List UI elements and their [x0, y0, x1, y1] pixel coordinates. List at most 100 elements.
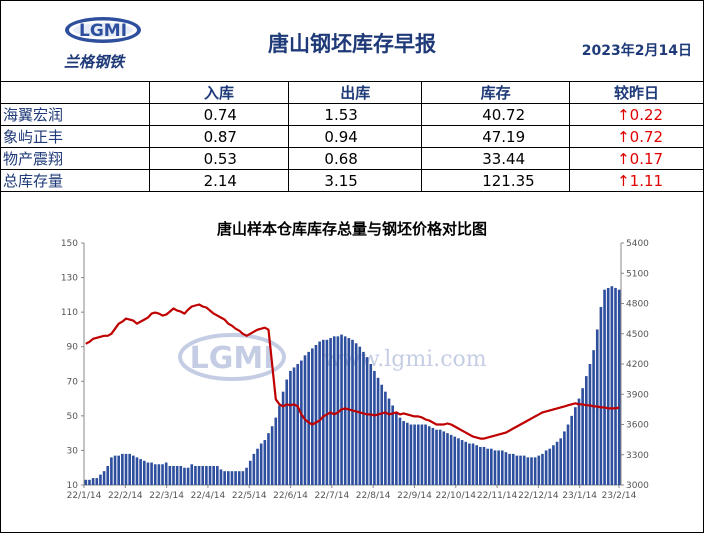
inventory-bar	[289, 370, 292, 485]
inventory-bar	[267, 433, 270, 485]
inventory-bar	[175, 465, 179, 485]
inventory-bar	[614, 287, 617, 485]
inventory-bar	[409, 424, 413, 485]
inventory-bar	[274, 417, 278, 485]
inventory-bar	[457, 438, 460, 485]
inventory-bar	[577, 398, 581, 485]
inventory-bar	[150, 462, 153, 485]
inventory-bar	[256, 448, 259, 485]
inventory-bar	[88, 479, 91, 485]
row-in: 0.74	[148, 103, 290, 126]
inventory-bar	[479, 446, 482, 485]
inventory-bar	[424, 424, 427, 485]
inventory-bar	[311, 348, 314, 485]
inventory-bar	[252, 453, 256, 485]
inventory-bar	[259, 443, 263, 485]
inventory-bar	[128, 453, 131, 485]
inventory-bar	[376, 377, 380, 485]
inventory-bar	[592, 350, 595, 485]
inventory-bar	[223, 471, 226, 485]
x-tick-label: 22/6/14	[273, 491, 308, 501]
inventory-bar	[226, 471, 230, 485]
y-right-tick-label: 5100	[626, 269, 649, 279]
y-right-tick-label: 4200	[626, 360, 649, 370]
watermark-logo-text: LGMI	[190, 341, 275, 376]
x-tick-label: 22/3/14	[149, 491, 184, 501]
inventory-bar	[365, 357, 369, 485]
y-right-tick-label: 3300	[626, 451, 649, 461]
inventory-bar	[530, 457, 533, 485]
inventory-bar	[500, 450, 504, 485]
inventory-bar	[610, 286, 614, 485]
watermark-logo-ring	[178, 333, 286, 381]
inventory-bar	[91, 478, 95, 485]
row-change: ↑1.11	[569, 169, 704, 192]
inventory-bar	[402, 421, 405, 485]
x-tick-label: 22/1/14	[67, 491, 102, 501]
inventory-bar	[526, 457, 530, 485]
inventory-bar	[464, 441, 468, 485]
inventory-bar	[563, 431, 566, 485]
y-left-tick-label: 10	[67, 481, 79, 491]
y-right-tick-label: 3000	[626, 481, 649, 491]
x-tick-label: 22/10/14	[436, 491, 477, 501]
inventory-bar	[475, 445, 479, 485]
svg-text:LGMI: LGMI	[79, 21, 127, 41]
inventory-bar	[321, 339, 325, 485]
x-tick-label: 22/5/14	[232, 491, 267, 501]
row-name: 海翼宏润	[0, 103, 150, 126]
table-row: 总库存量 2.14 3.15 121.35 ↑1.11	[0, 169, 704, 192]
inventory-bar	[566, 424, 570, 485]
price-line	[85, 303, 620, 440]
inventory-bar	[435, 429, 438, 485]
inventory-bar	[95, 478, 99, 485]
inventory-bar	[416, 424, 420, 485]
inventory-table: 入库 出库 库存 较昨日 海翼宏润 0.74 1.53 40.72 ↑0.22 …	[0, 81, 704, 192]
inventory-bar	[172, 465, 175, 485]
inventory-bar	[212, 465, 215, 485]
x-tick-label: 22/8/14	[356, 491, 391, 501]
inventory-bar	[121, 453, 124, 485]
x-tick-label: 23/1/14	[562, 491, 597, 501]
inventory-bar	[205, 465, 208, 485]
inventory-bar	[110, 457, 113, 485]
inventory-bar	[544, 450, 548, 485]
inventory-bar	[84, 479, 88, 485]
y-left-tick-label: 50	[67, 412, 79, 422]
inventory-bar	[511, 453, 515, 485]
report-title: 唐山钢坯库存早报	[268, 32, 436, 56]
y-right-tick-label: 3600	[626, 421, 649, 431]
inventory-bar	[471, 443, 475, 485]
inventory-bar	[197, 465, 201, 485]
inventory-bar	[153, 464, 157, 485]
lgmi-logo: LGMI 兰格钢铁	[60, 12, 160, 76]
inventory-bar	[99, 474, 102, 485]
row-in: 2.14	[148, 169, 290, 192]
inventory-bar	[343, 336, 347, 485]
y-left-tick-label: 110	[61, 308, 78, 318]
inventory-bar	[124, 453, 128, 485]
inventory-bar	[336, 336, 340, 485]
inventory-bar	[245, 467, 248, 485]
inventory-bar	[234, 471, 237, 485]
chart-title: 唐山样本仓库库存总量与钢坯价格对比图	[216, 220, 487, 238]
watermark-url: www.lgmi.com	[323, 347, 486, 372]
inventory-bar	[486, 448, 489, 485]
inventory-bar	[292, 367, 296, 485]
watermark: LGMI www.lgmi.com	[178, 333, 487, 381]
inventory-bar	[106, 465, 110, 485]
inventory-bar	[537, 455, 541, 485]
inventory-bar	[588, 364, 592, 485]
inventory-bar	[446, 433, 449, 485]
inventory-bar	[102, 471, 106, 485]
x-tick-label: 22/12/14	[518, 491, 559, 501]
inventory-bar	[358, 346, 362, 485]
y-left-tick-label: 130	[61, 274, 78, 284]
y-left-tick-label: 90	[67, 343, 79, 353]
inventory-bar	[617, 289, 621, 485]
inventory-bar	[347, 338, 351, 485]
inventory-bar	[413, 424, 416, 485]
inventory-bar	[603, 289, 606, 485]
inventory-bar	[190, 464, 194, 485]
